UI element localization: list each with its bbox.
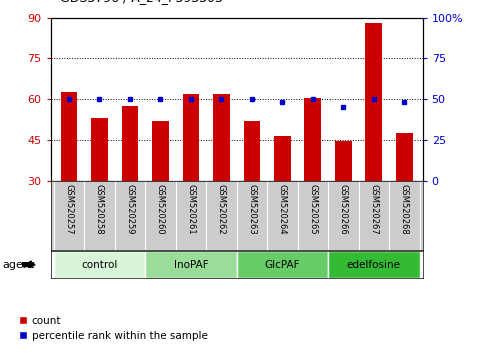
Bar bbox=[304, 98, 321, 181]
Bar bbox=[183, 94, 199, 181]
Text: GSM520262: GSM520262 bbox=[217, 184, 226, 235]
Bar bbox=[274, 136, 291, 181]
Bar bbox=[396, 133, 412, 181]
Text: GSM520258: GSM520258 bbox=[95, 184, 104, 235]
Text: GSM520264: GSM520264 bbox=[278, 184, 287, 235]
Text: InoPAF: InoPAF bbox=[173, 259, 208, 270]
Bar bbox=[213, 94, 230, 181]
Text: GSM520268: GSM520268 bbox=[400, 184, 409, 235]
Bar bbox=[152, 121, 169, 181]
Bar bbox=[243, 121, 260, 181]
Bar bbox=[91, 118, 108, 181]
Text: GSM520259: GSM520259 bbox=[126, 184, 134, 234]
Bar bbox=[122, 106, 138, 181]
Bar bbox=[145, 251, 237, 278]
Text: GSM520261: GSM520261 bbox=[186, 184, 196, 235]
Bar bbox=[61, 92, 77, 181]
Text: edelfosine: edelfosine bbox=[347, 259, 401, 270]
Bar bbox=[335, 141, 352, 181]
Bar bbox=[328, 251, 420, 278]
Text: GSM520260: GSM520260 bbox=[156, 184, 165, 235]
Text: GSM520266: GSM520266 bbox=[339, 184, 348, 235]
Text: GlcPAF: GlcPAF bbox=[265, 259, 300, 270]
Bar bbox=[54, 251, 145, 278]
FancyArrow shape bbox=[22, 261, 35, 268]
Bar bbox=[366, 23, 382, 181]
Text: GSM520257: GSM520257 bbox=[65, 184, 73, 235]
Text: GSM520267: GSM520267 bbox=[369, 184, 378, 235]
Bar bbox=[237, 251, 328, 278]
Text: GSM520263: GSM520263 bbox=[247, 184, 256, 235]
Text: GSM520265: GSM520265 bbox=[308, 184, 317, 235]
Legend: count, percentile rank within the sample: count, percentile rank within the sample bbox=[15, 312, 212, 345]
Text: agent: agent bbox=[2, 259, 35, 270]
Text: control: control bbox=[81, 259, 118, 270]
Text: GDS3796 / A_24_P393303: GDS3796 / A_24_P393303 bbox=[60, 0, 223, 4]
